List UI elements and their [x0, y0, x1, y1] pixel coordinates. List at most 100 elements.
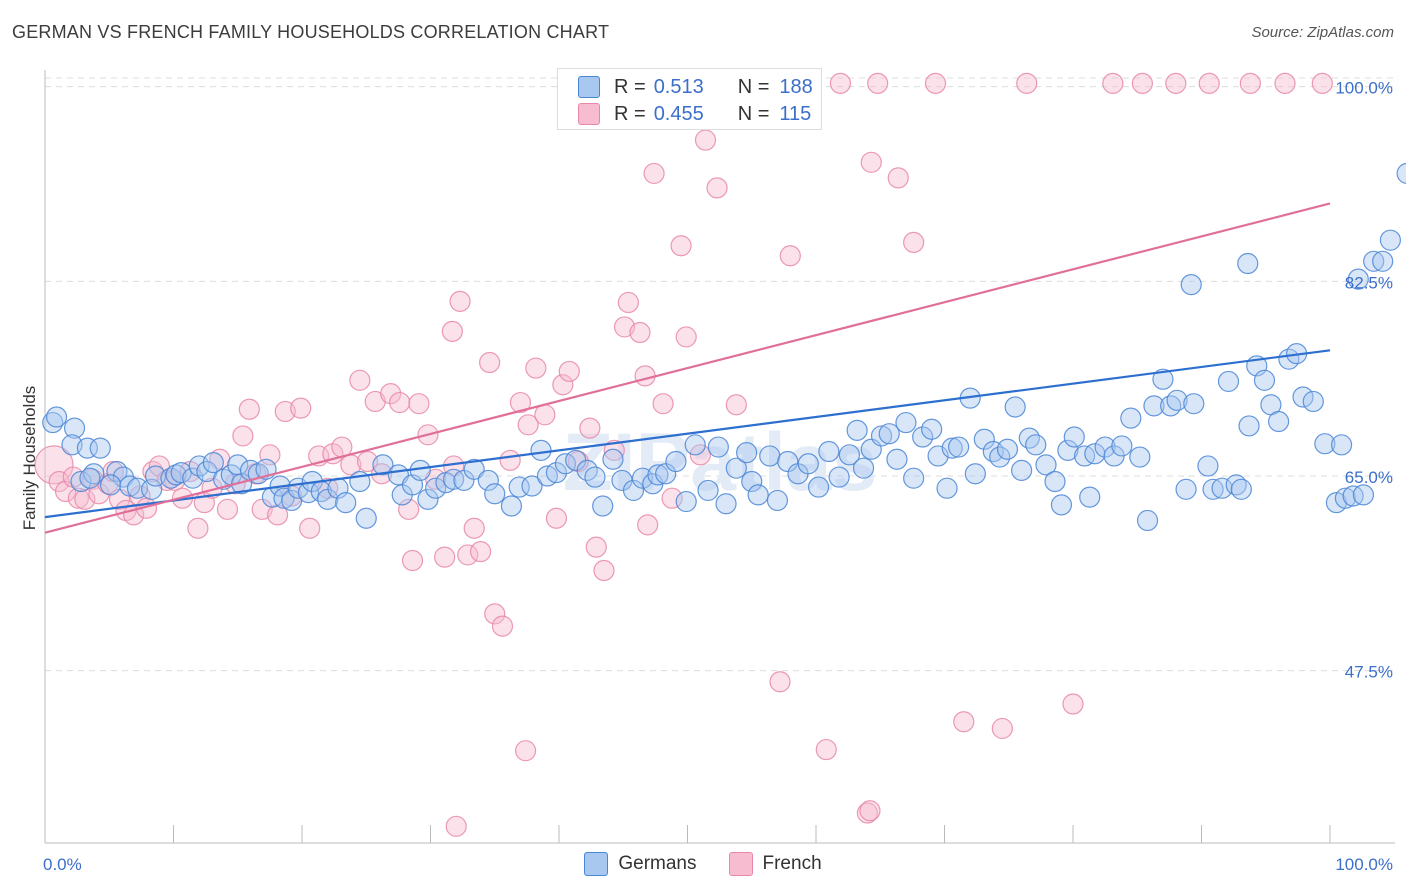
- data-point: [769, 671, 791, 693]
- data-point: [1363, 250, 1385, 272]
- data-point: [1217, 370, 1240, 393]
- trendlines: [44, 202, 1331, 534]
- data-point: [187, 517, 209, 539]
- data-point: [1111, 435, 1133, 457]
- data-point: [759, 445, 781, 467]
- data-point: [1175, 478, 1197, 500]
- data-point: [852, 457, 875, 479]
- data-point: [408, 393, 430, 415]
- data-point: [1120, 407, 1142, 429]
- data-point: [859, 800, 881, 822]
- data-point: [335, 492, 357, 514]
- data-point: [63, 417, 86, 439]
- data-point: [1238, 415, 1260, 437]
- data-point: [652, 393, 674, 415]
- data-point: [870, 425, 893, 447]
- data-point: [499, 449, 521, 471]
- data-point: [689, 444, 711, 466]
- data-point: [1165, 72, 1187, 94]
- data-point: [948, 436, 970, 458]
- data-point: [1311, 72, 1333, 94]
- y-tick-label: 65.0%: [1345, 468, 1393, 487]
- data-point: [1347, 268, 1369, 290]
- data-point: [1197, 455, 1219, 477]
- x-tick-label: 0.0%: [43, 855, 82, 874]
- data-point: [349, 369, 371, 391]
- data-point: [878, 423, 900, 445]
- legend-r-value: 0.513: [653, 75, 704, 98]
- data-point: [797, 453, 819, 475]
- data-point: [684, 434, 706, 456]
- data-point: [953, 711, 975, 733]
- data-point: [973, 428, 995, 450]
- legend-n-label: N =: [737, 102, 770, 125]
- x-tick-label: 100.0%: [1335, 855, 1393, 874]
- data-point: [491, 615, 514, 637]
- data-point: [741, 470, 763, 493]
- data-point: [1198, 72, 1220, 94]
- data-point: [661, 487, 683, 509]
- data-point: [1129, 446, 1151, 468]
- data-point: [1063, 426, 1085, 448]
- data-point: [484, 483, 506, 505]
- data-point: [1050, 494, 1073, 516]
- data-point: [725, 394, 747, 416]
- legend-r-value: 0.455: [653, 102, 704, 125]
- data-point: [828, 466, 850, 488]
- data-point: [216, 498, 239, 520]
- legend-n-label: N =: [737, 75, 770, 98]
- series-germans-points: [42, 162, 1406, 532]
- legend-n-value: 188: [779, 75, 813, 98]
- data-point: [779, 245, 801, 267]
- data-point: [509, 391, 532, 414]
- data-point: [425, 477, 447, 499]
- data-point: [45, 406, 68, 428]
- data-point: [603, 439, 625, 461]
- legend-item-french[interactable]: French: [728, 852, 822, 876]
- data-point: [530, 439, 552, 461]
- data-point: [818, 440, 840, 463]
- legend-r-label: R =: [614, 102, 646, 125]
- data-point: [675, 326, 697, 348]
- legend-item-germans[interactable]: Germans: [584, 852, 697, 876]
- data-point: [417, 488, 439, 510]
- data-point: [694, 129, 717, 151]
- data-point: [1025, 434, 1047, 456]
- data-point: [936, 477, 958, 499]
- data-point: [1330, 434, 1353, 456]
- watermark: ZIPatlas: [563, 417, 877, 508]
- trendline-french: [44, 202, 1331, 534]
- data-point: [1004, 396, 1026, 418]
- data-point: [921, 418, 943, 440]
- data-point: [558, 360, 580, 383]
- data-point: [924, 72, 947, 94]
- data-point: [479, 351, 501, 374]
- data-point: [838, 444, 861, 466]
- data-point: [144, 465, 167, 487]
- data-point: [525, 357, 547, 379]
- data-point: [521, 475, 543, 497]
- data-point: [1183, 393, 1205, 415]
- data-point: [964, 463, 986, 485]
- data-point: [584, 466, 606, 488]
- axes: [44, 70, 1395, 844]
- y-tick-label: 100.0%: [1335, 79, 1393, 98]
- data-point: [637, 514, 659, 536]
- data-point: [545, 462, 568, 484]
- data-point: [629, 321, 651, 344]
- data-point: [1253, 369, 1276, 391]
- data-point: [846, 419, 868, 441]
- data-point: [372, 454, 394, 476]
- data-point: [79, 467, 101, 489]
- trendline-germans: [44, 349, 1331, 519]
- data-point: [545, 507, 568, 529]
- data-point: [1372, 250, 1394, 272]
- legend-n-value: 115: [779, 102, 812, 125]
- data-point: [484, 603, 506, 625]
- series-legend: Germans French: [0, 852, 1406, 876]
- data-point: [141, 478, 163, 500]
- data-point: [1202, 478, 1224, 500]
- data-point: [903, 231, 925, 253]
- data-point: [592, 495, 614, 517]
- data-point: [602, 448, 624, 470]
